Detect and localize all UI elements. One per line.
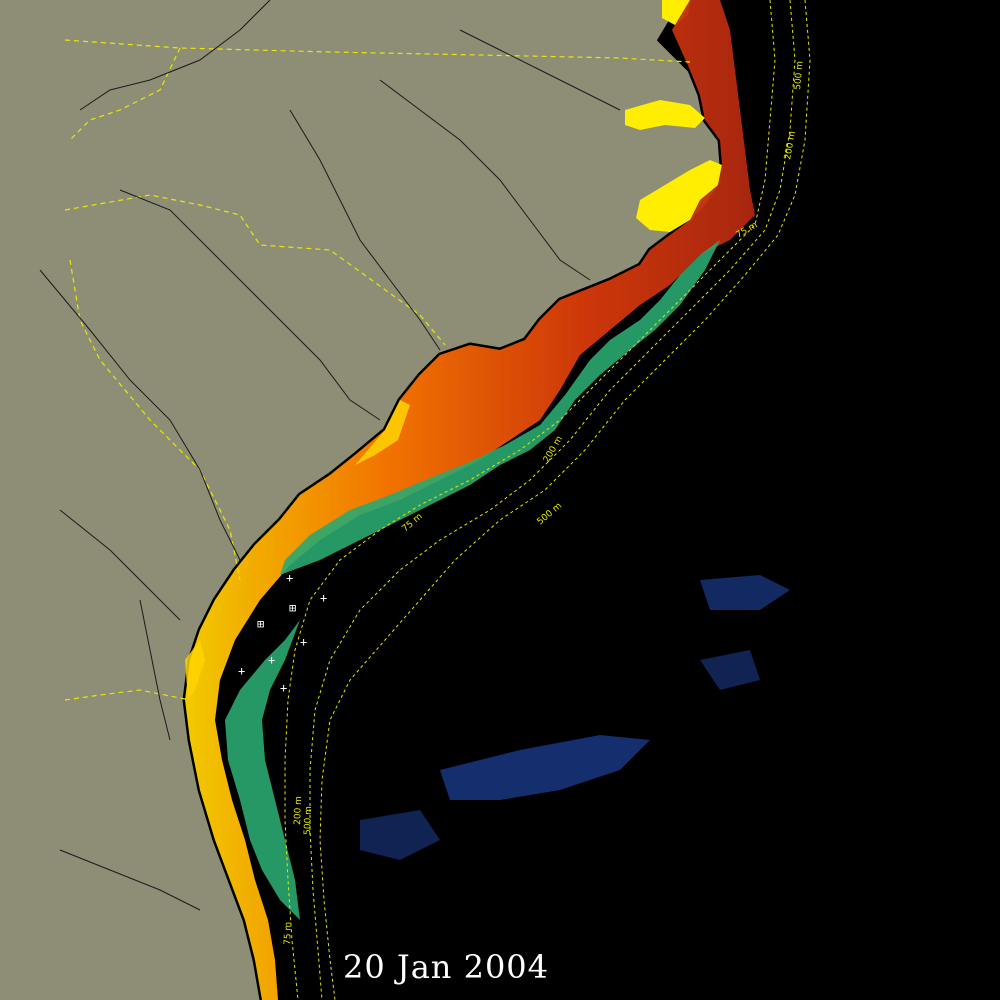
isobath-500m (319, 0, 811, 1000)
station-marker: + (320, 591, 327, 605)
offshore-patch-4 (700, 650, 760, 690)
offshore-patch-2 (700, 575, 790, 610)
chlorophyll-nearshore (355, 400, 410, 465)
station-marker: + (286, 571, 293, 585)
land-area (0, 0, 722, 1000)
state-borders (64, 39, 691, 701)
isobath-label: 200 m (293, 796, 304, 825)
isobath-200m (309, 0, 796, 1000)
isobath-contours (284, 0, 811, 1000)
station-marker-boxed: ⊞ (289, 601, 296, 615)
image-date: 20 Jan 2004 (343, 948, 550, 986)
isobath-label: 200 m (783, 130, 798, 160)
isobath-label: 75 m (283, 922, 294, 945)
station-marker: + (268, 653, 275, 667)
isobath-label: 500 m (793, 61, 805, 91)
chlorophyll-nearshore-south (185, 640, 205, 700)
rivers (39, 0, 621, 911)
chlorophyll-band-low (280, 240, 720, 575)
station-marker: + (280, 681, 287, 695)
offshore-patch-1 (440, 735, 650, 800)
offshore-patch-3 (360, 810, 440, 860)
albemarle-sound (625, 100, 705, 130)
station-marker: + (238, 664, 245, 678)
station-marker-boxed: ⊞ (257, 617, 264, 631)
chlorophyll-band-high (185, 0, 755, 1000)
pamlico-sound (636, 160, 722, 232)
isobath-label: 500 m (303, 806, 314, 835)
chlorophyll-band-low-south (225, 620, 300, 920)
station-markers: + + ⊞ ⊞ + + + + (238, 571, 327, 695)
station-marker: + (300, 635, 307, 649)
isobath-75m (284, 0, 776, 1000)
